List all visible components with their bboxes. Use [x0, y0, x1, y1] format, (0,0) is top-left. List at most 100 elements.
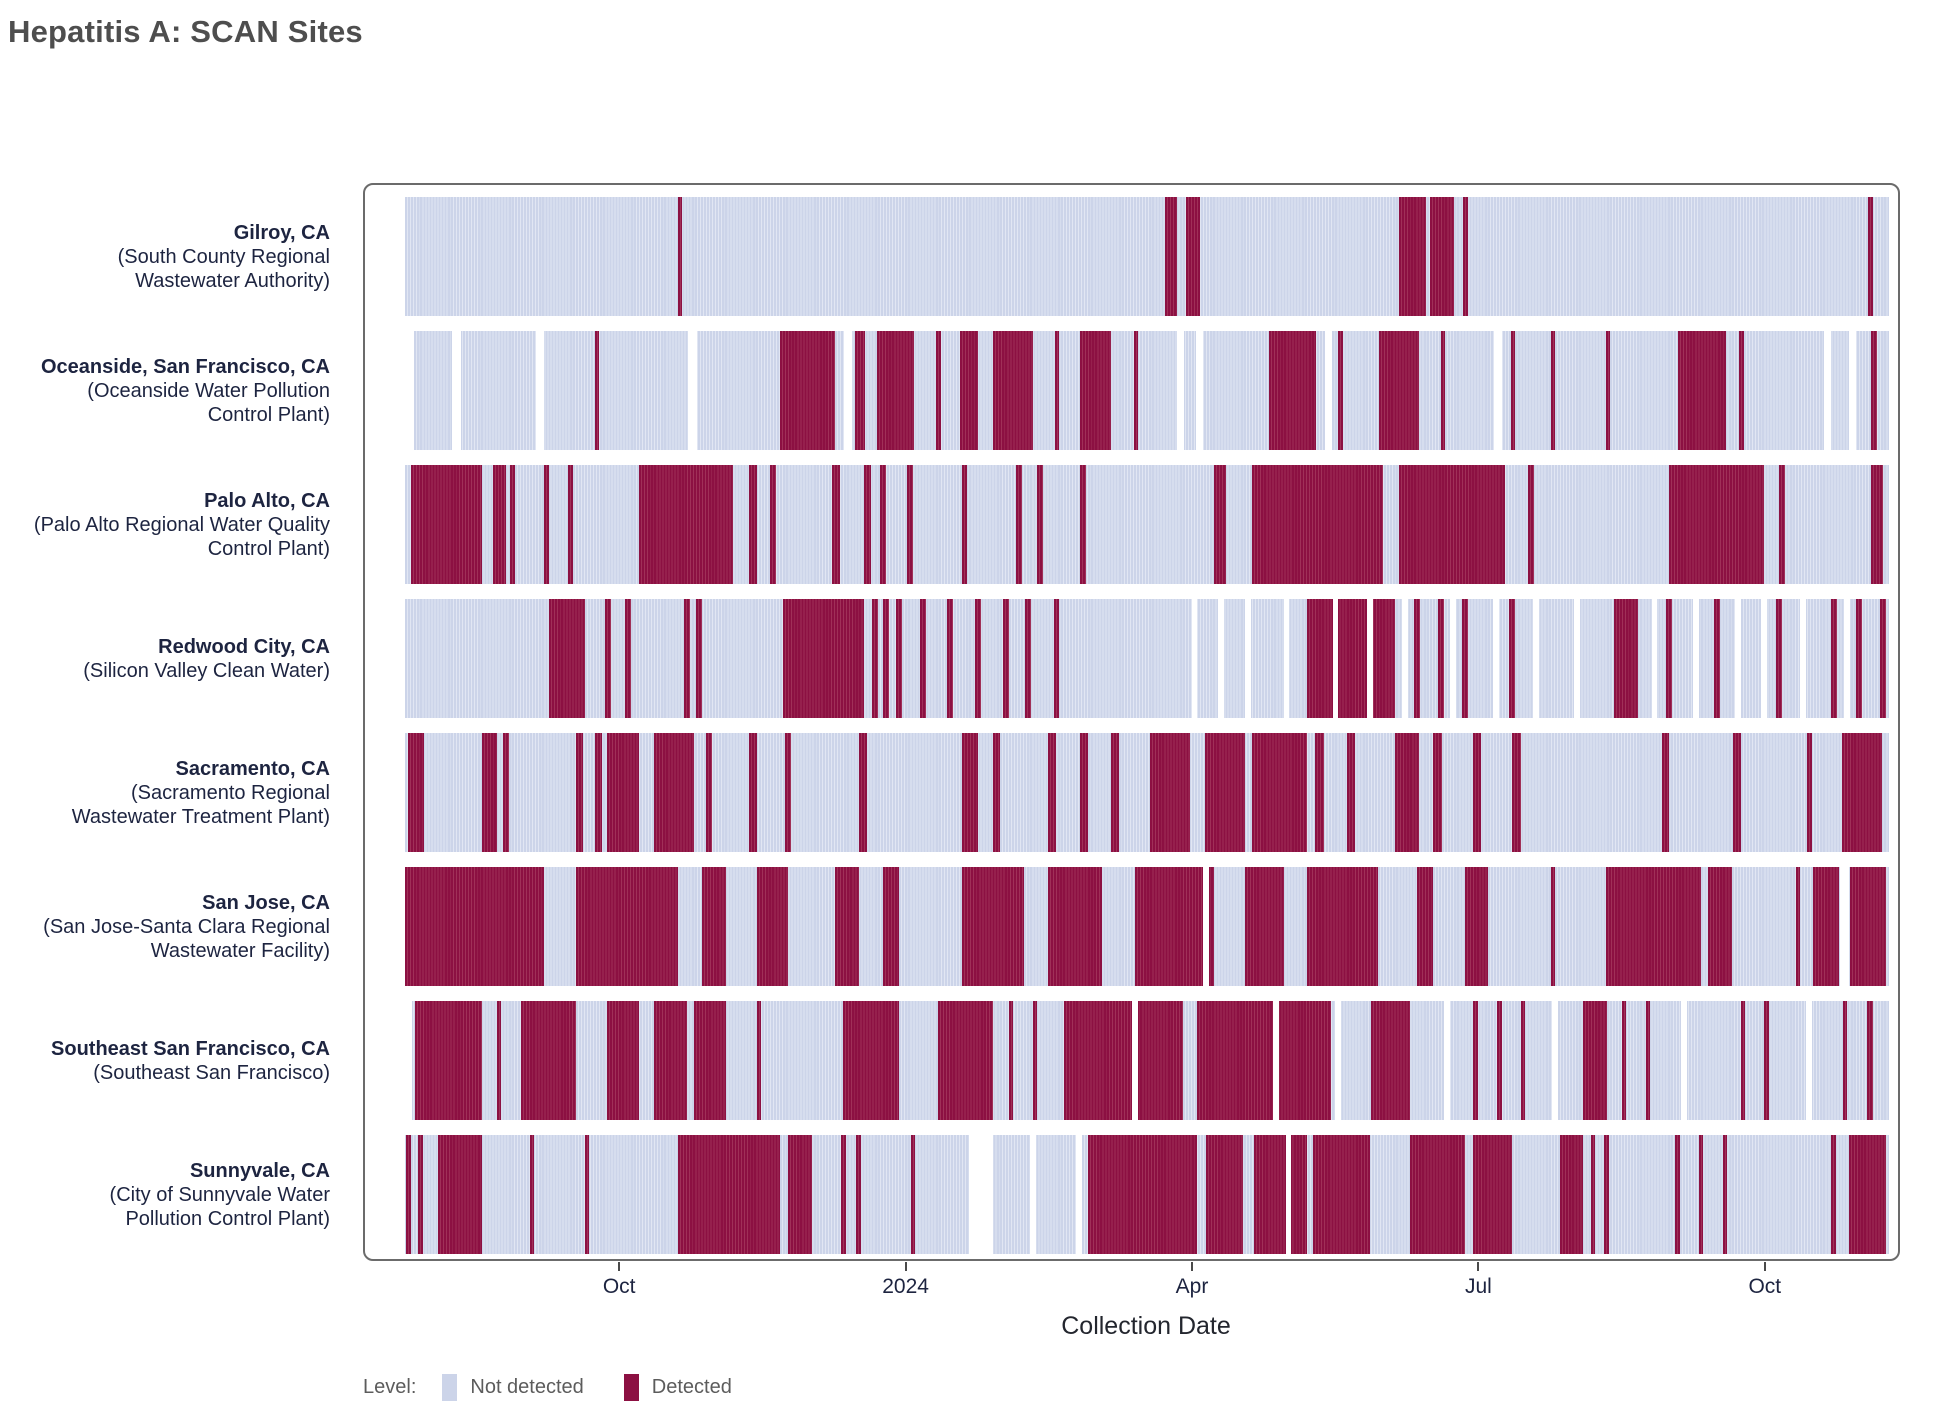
detected-run [780, 331, 836, 450]
detected-run [879, 465, 886, 584]
no-sample-gap [1244, 599, 1251, 718]
detected-run [1080, 465, 1087, 584]
detected-run [1252, 465, 1383, 584]
x-axis-tick [904, 1262, 907, 1271]
detected-run [1437, 599, 1444, 718]
detected-run [1409, 1135, 1465, 1254]
detected-run [1678, 331, 1726, 450]
strip-row[interactable] [405, 733, 1889, 852]
detected-run [1856, 599, 1863, 718]
legend-item[interactable]: Detected [623, 1373, 732, 1401]
x-axis-tick-label: Apr [1175, 1275, 1209, 1298]
detected-run [1008, 1001, 1014, 1120]
no-sample-gap [1840, 867, 1849, 986]
detected-run [835, 867, 860, 986]
legend-item-label: Detected [651, 1375, 732, 1398]
detected-run [1871, 331, 1878, 450]
detected-run [1378, 331, 1419, 450]
detected-run [701, 867, 726, 986]
detected-run [974, 599, 981, 718]
x-axis-tick [1477, 1262, 1480, 1271]
site-city: Oceanside, San Francisco, CA [41, 355, 330, 378]
x-axis-tick [618, 1262, 621, 1271]
detected-run [832, 465, 840, 584]
detected-run [406, 1135, 411, 1254]
detected-run [1307, 599, 1395, 718]
strip-row[interactable] [405, 867, 1889, 986]
no-sample-gap [405, 331, 414, 450]
strip-row[interactable] [405, 331, 1889, 450]
no-sample-gap [1761, 599, 1768, 718]
detected-run [1080, 733, 1088, 852]
detected-run [1080, 331, 1112, 450]
no-sample-gap [1494, 331, 1502, 450]
site-facility: (Palo Alto Regional Water Quality Contro… [33, 513, 330, 560]
detected-run [1722, 1135, 1728, 1254]
detected-run [1807, 733, 1812, 852]
detected-run [407, 733, 425, 852]
detected-run [683, 599, 690, 718]
detected-run [906, 465, 913, 584]
no-sample-gap [968, 1135, 993, 1254]
detected-run [1550, 331, 1556, 450]
detected-run [1430, 197, 1455, 316]
detected-run [1473, 1135, 1513, 1254]
detected-run [1433, 733, 1443, 852]
detected-run [1520, 1001, 1526, 1120]
no-sample-gap [1848, 331, 1857, 450]
detected-run [1314, 733, 1324, 852]
plot-area [363, 183, 1900, 1261]
no-sample-gap [1132, 1001, 1139, 1120]
detected-run [749, 465, 757, 584]
site-facility: (Sacramento Regional Wastewater Treatmen… [71, 781, 330, 828]
strip-row[interactable] [405, 465, 1889, 584]
detected-run [575, 733, 584, 852]
detected-run [1868, 197, 1873, 316]
no-sample-gap [1325, 331, 1333, 450]
no-sample-gap [1273, 1001, 1280, 1120]
no-sample-gap [1443, 1001, 1450, 1120]
detected-run [1087, 1135, 1198, 1254]
strip-row[interactable] [405, 599, 1889, 718]
no-sample-gap [1574, 599, 1581, 718]
no-sample-gap [1335, 1001, 1342, 1120]
no-sample-gap [1844, 599, 1851, 718]
detected-run [410, 465, 483, 584]
detected-run [946, 599, 953, 718]
detected-run [756, 867, 788, 986]
detected-run [584, 1135, 589, 1254]
detected-run [1063, 1001, 1183, 1120]
site-label: Redwood City, CA (Silicon Valley Clean Wa… [30, 599, 330, 718]
detected-run [1733, 733, 1741, 852]
detected-run [1268, 331, 1317, 450]
detected-run [896, 599, 903, 718]
detected-run [961, 867, 1024, 986]
site-facility: (Southeast San Francisco) [93, 1061, 330, 1084]
legend-item-label: Not detected [470, 1375, 584, 1398]
detected-run [1871, 465, 1884, 584]
detected-run [1185, 197, 1201, 316]
detected-run [1461, 599, 1468, 718]
no-sample-gap [405, 1001, 413, 1120]
x-axis-title: Collection Date [1061, 1312, 1231, 1340]
no-sample-gap [1449, 599, 1456, 718]
detected-run [654, 1001, 687, 1120]
legend-item[interactable]: Not detected [442, 1373, 584, 1401]
detected-run [1025, 599, 1032, 718]
detected-run [1645, 1001, 1651, 1120]
no-sample-gap [1805, 1001, 1812, 1120]
strip-row[interactable] [405, 1135, 1889, 1254]
detected-run [1509, 599, 1516, 718]
detected-run [492, 465, 506, 584]
detected-run [639, 465, 733, 584]
strip-row[interactable] [405, 1001, 1889, 1120]
detected-run [882, 599, 889, 718]
detected-run [1253, 1135, 1308, 1254]
site-label: Southeast San Francisco, CA (Southeast Sa… [30, 1001, 330, 1120]
detected-run [520, 1001, 576, 1120]
x-axis-tick-label: Oct [602, 1275, 636, 1298]
site-city: Southeast San Francisco, CA [51, 1037, 330, 1060]
detected-run [1347, 733, 1355, 852]
detected-run [1590, 1135, 1596, 1254]
strip-row[interactable] [405, 197, 1889, 316]
